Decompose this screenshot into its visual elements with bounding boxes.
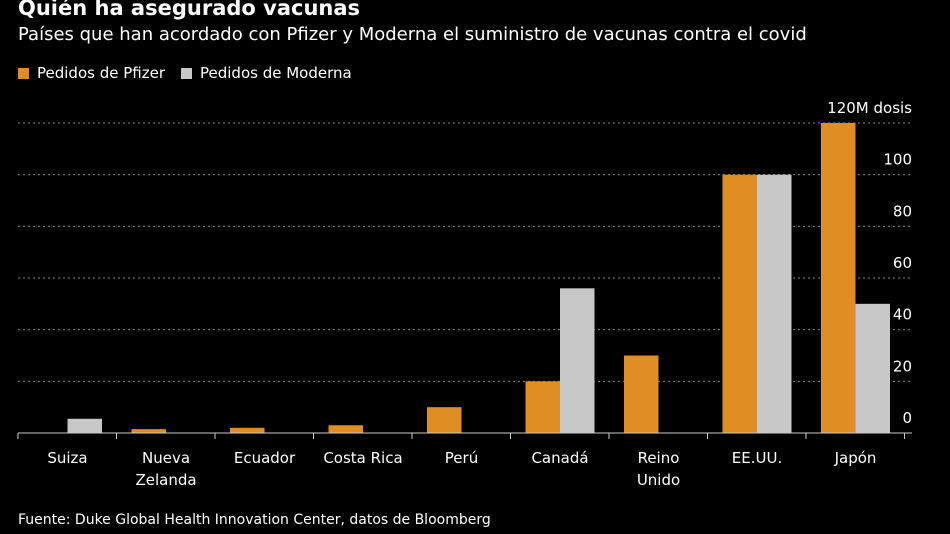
y-tick-label-120: 120M dosis — [827, 99, 912, 117]
legend-swatch-moderna — [181, 67, 192, 79]
x-tick-label-7: EE.UU. — [732, 449, 782, 467]
source-note: Fuente: Duke Global Health Innovation Ce… — [18, 512, 491, 528]
y-tick-label-100: 100 — [883, 151, 912, 169]
y-tick-label-40: 40 — [893, 306, 912, 324]
chart-title: Quién ha asegurado vacunas — [18, 0, 361, 20]
x-tick-label-2: Ecuador — [234, 449, 296, 467]
x-tick-label-3: Costa Rica — [323, 449, 402, 467]
bar-pfizer-1 — [131, 429, 166, 433]
bars — [67, 123, 890, 433]
y-tick-label-0: 0 — [902, 409, 912, 427]
x-tick-label-6: Reino Unido — [637, 449, 680, 489]
legend-swatch-pfizer — [18, 67, 29, 79]
y-tick-label-80: 80 — [893, 202, 912, 220]
labels: 0 20 40 60 80 100 120M dosis Suiza Nueva Zelanda E… — [47, 99, 912, 489]
x-tick-label-0: Suiza — [47, 449, 87, 467]
bar-pfizer-3 — [328, 425, 363, 433]
bar-moderna-0 — [67, 418, 102, 433]
axes — [17, 432, 912, 439]
legend-label-pfizer: Pedidos de Pfizer — [37, 64, 165, 82]
x-tick-label-4: Perú — [445, 449, 478, 467]
chart-subtitle: Países que han acordado con Pfizer y Mod… — [18, 24, 807, 45]
bar-pfizer-5 — [525, 381, 560, 433]
bar-pfizer-4 — [427, 407, 462, 433]
bar-moderna-8 — [855, 303, 890, 433]
x-tick-label-1: Nueva Zelanda — [135, 449, 196, 489]
y-tick-label-20: 20 — [893, 357, 912, 375]
legend-label-moderna: Pedidos de Moderna — [200, 64, 352, 82]
legend: Pedidos de Pfizer Pedidos de Moderna — [18, 64, 368, 82]
x-tick-label-5: Canadá — [531, 449, 588, 467]
x-tick-label-8: Japón — [834, 449, 877, 467]
legend-item-moderna: Pedidos de Moderna — [181, 64, 352, 82]
bar-moderna-5 — [560, 288, 595, 433]
bar-pfizer-7 — [722, 174, 757, 433]
bar-pfizer-8 — [821, 123, 856, 433]
bar-moderna-7 — [757, 174, 792, 433]
bar-pfizer-2 — [230, 427, 265, 433]
legend-item-pfizer: Pedidos de Pfizer — [18, 64, 165, 82]
y-tick-label-60: 60 — [893, 254, 912, 272]
bar-pfizer-6 — [624, 355, 659, 433]
